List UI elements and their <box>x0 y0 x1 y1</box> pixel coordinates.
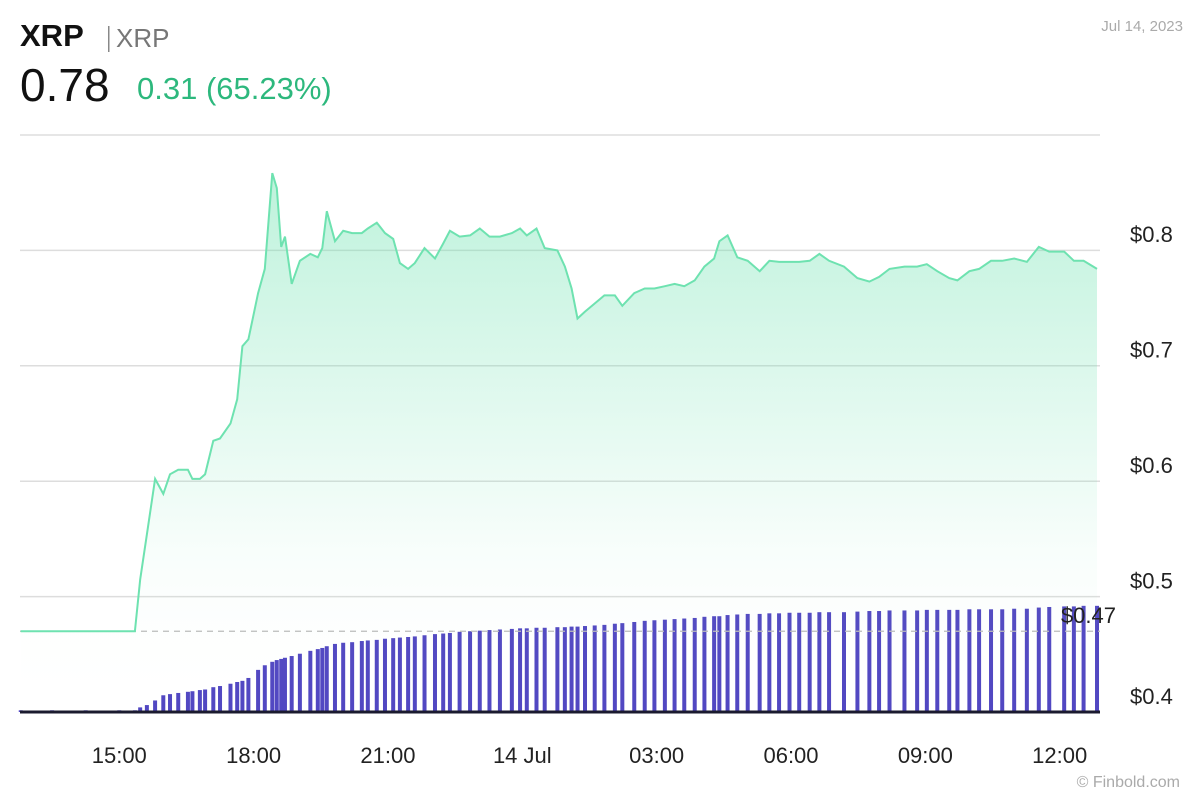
x-tick-label: 09:00 <box>898 743 953 768</box>
chart-subtitle: XRP <box>116 23 169 53</box>
x-tick-label: 15:00 <box>92 743 147 768</box>
y-tick-label: $0.6 <box>1130 453 1173 478</box>
divider <box>108 26 110 52</box>
y-tick-label: $0.5 <box>1130 568 1173 593</box>
reference-label: $0.47 <box>1061 603 1116 628</box>
date: Jul 14, 2023 <box>1101 18 1183 35</box>
price-area <box>20 173 1098 713</box>
credit: © Finbold.com <box>1077 774 1180 791</box>
chart-title: XRP <box>20 18 84 53</box>
y-tick-label: $0.7 <box>1130 338 1173 363</box>
volume-bar <box>1095 605 1100 712</box>
x-tick-label: 18:00 <box>226 743 281 768</box>
y-tick-label: $0.8 <box>1130 222 1173 247</box>
x-tick-label: 12:00 <box>1032 743 1087 768</box>
x-tick-label: 06:00 <box>763 743 818 768</box>
x-tick-label: 14 Jul <box>493 743 552 768</box>
plot-area: $0.4 $0.5 $0.6 $0.7 $0.8 15:00 18:00 21:00 14 Ju… <box>18 134 1173 768</box>
x-tick-label: 03:00 <box>629 743 684 768</box>
price-line <box>20 172 1098 633</box>
price-change: 0.31 (65.23%) <box>137 71 332 106</box>
y-tick-label: $0.4 <box>1130 684 1173 709</box>
price: 0.78 <box>20 59 110 111</box>
x-tick-label: 21:00 <box>360 743 415 768</box>
